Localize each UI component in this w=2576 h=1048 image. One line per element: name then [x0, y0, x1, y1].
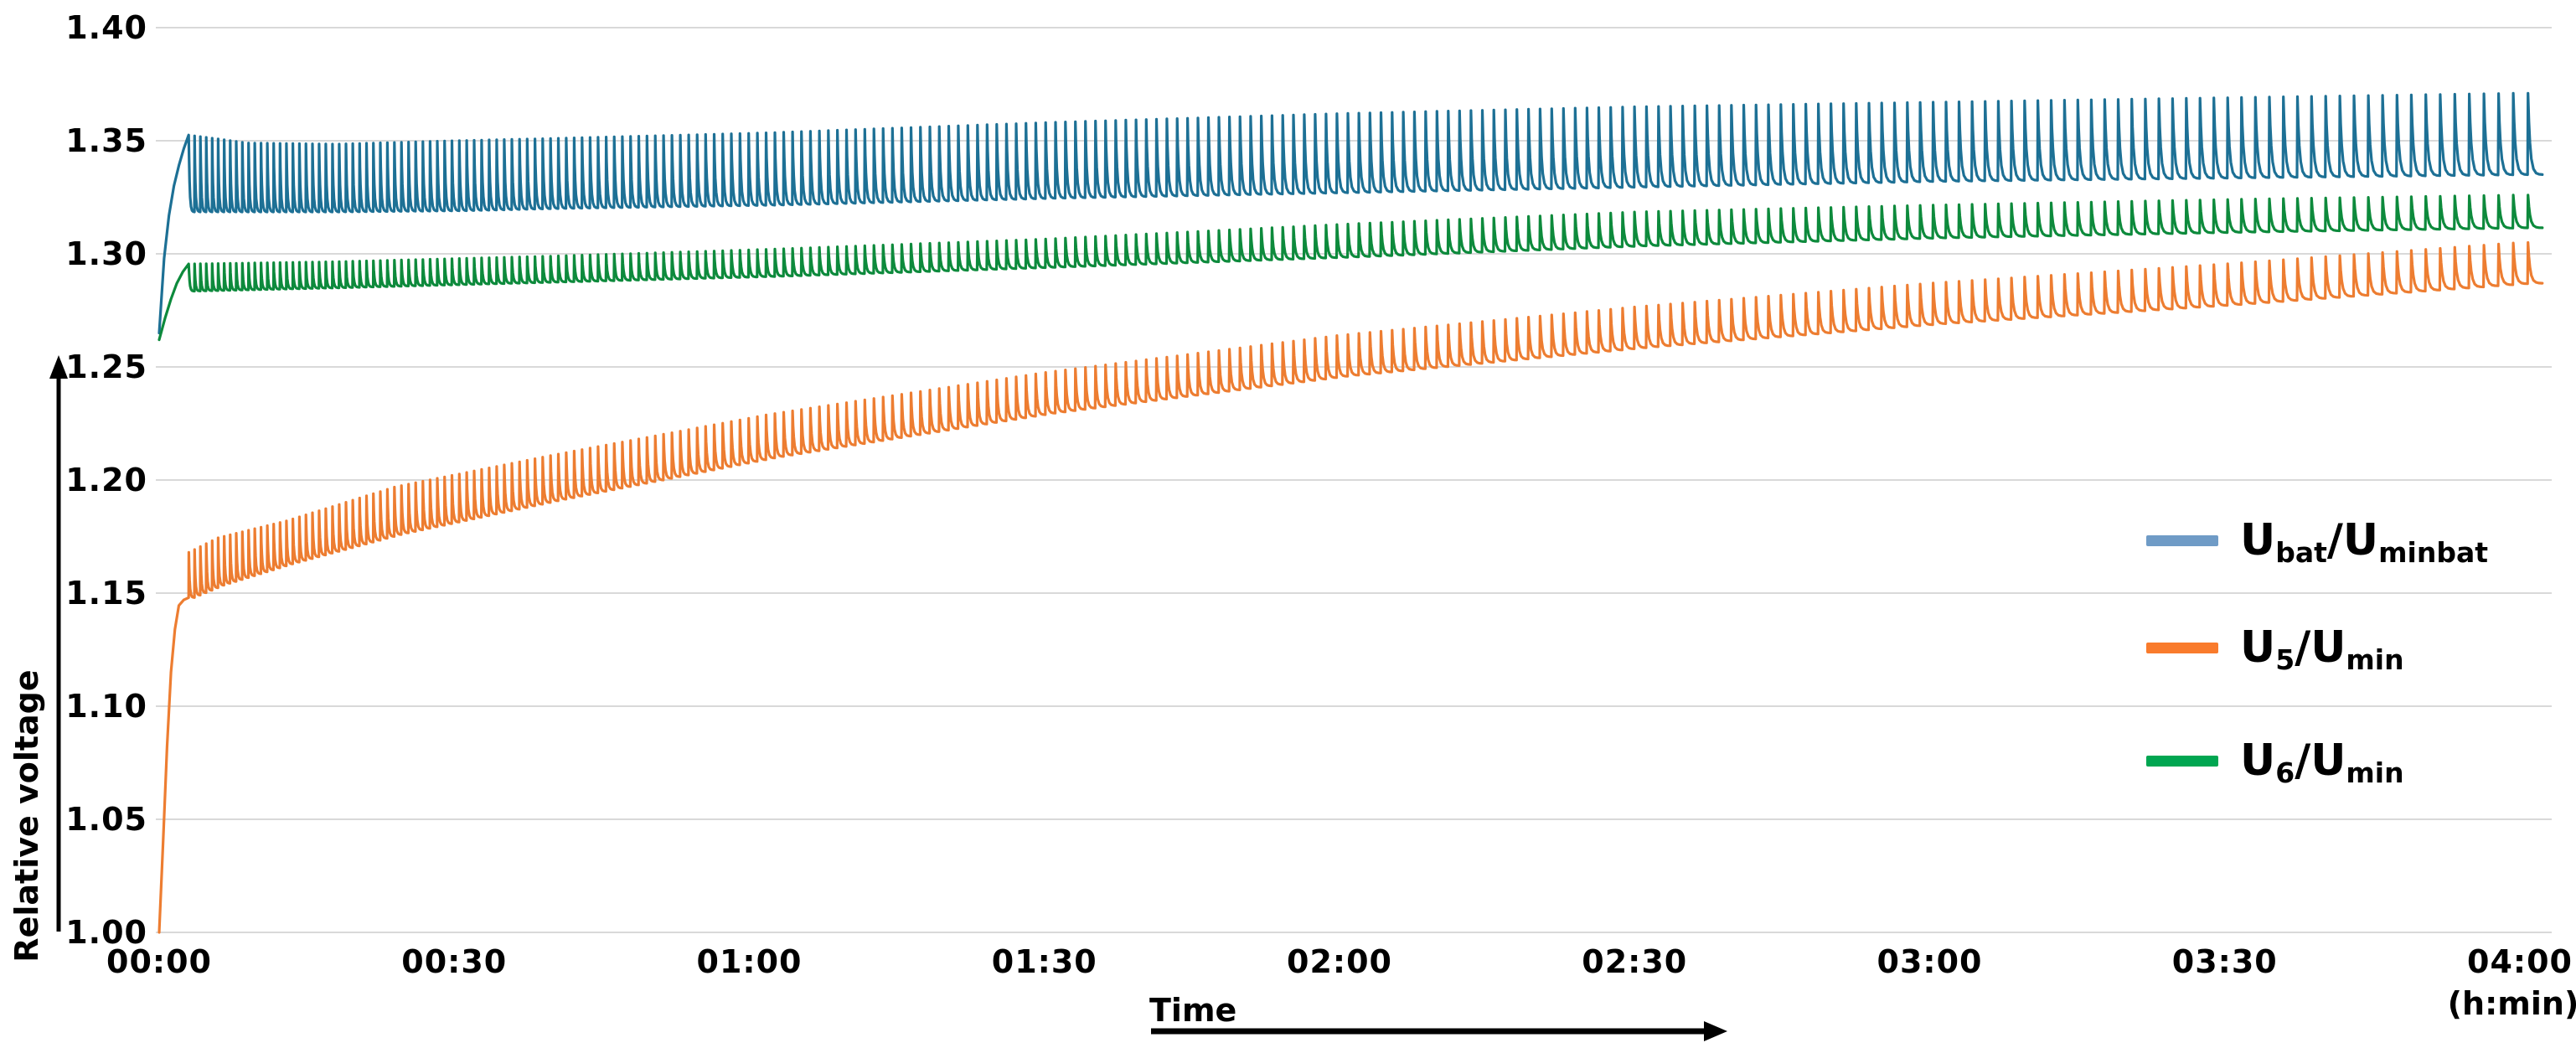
legend-label-main: U — [2240, 622, 2276, 673]
y-tick-label-1.05: 1.05 — [65, 801, 147, 838]
legend-label-subscript: minbat — [2378, 536, 2488, 569]
x-tick-label-02-30: 02:30 — [1582, 943, 1688, 980]
legend-label-main: /U — [2295, 622, 2346, 673]
legend-label: Ubat/Uminbat — [2240, 519, 2488, 566]
y-tick-label-1.40: 1.40 — [65, 9, 147, 46]
y-tick-label-1.00: 1.00 — [65, 914, 147, 951]
legend-label-subscript: 5 — [2275, 643, 2295, 676]
series-line-u6-umin — [157, 194, 2544, 342]
legend-label-main: /U — [2326, 515, 2379, 565]
x-tick-label-01-00: 01:00 — [696, 943, 803, 980]
y-axis-arrow-head-icon — [49, 355, 68, 379]
y-tick-label-1.20: 1.20 — [65, 462, 147, 498]
x-tick-label-00-30: 00:30 — [401, 943, 508, 980]
legend-row-u5-umin: U5/Umin — [2146, 621, 2404, 674]
x-tick-label-03-00: 03:00 — [1877, 943, 1983, 980]
y-tick-label-1.35: 1.35 — [65, 122, 147, 159]
legend-row-ubat-uminbat: Ubat/Uminbat — [2146, 514, 2488, 567]
x-tick-label-01-30: 01:30 — [991, 943, 1097, 980]
legend-label-main: U — [2240, 736, 2276, 786]
series-line-u5-umin — [157, 240, 2544, 934]
series-line-ubat-uminbat — [157, 91, 2544, 335]
legend-swatch-icon — [2146, 534, 2218, 546]
y-tick-label-1.15: 1.15 — [65, 575, 147, 612]
legend-label-subscript: bat — [2275, 536, 2327, 569]
x-tick-label-02-00: 02:00 — [1287, 943, 1392, 980]
legend-label-subscript: min — [2346, 643, 2404, 676]
legend-swatch-icon — [2146, 642, 2218, 653]
y-tick-label-1.25: 1.25 — [65, 348, 147, 385]
legend-label-main: U — [2240, 515, 2276, 565]
x-tick-label-03-30: 03:30 — [2171, 943, 2278, 980]
x-tick-label-04-00: 04:00 — [2467, 943, 2573, 980]
x-axis-title: Time — [1149, 992, 1237, 1029]
time-arrow-head-icon — [1704, 1021, 1727, 1041]
y-tick-label-1.30: 1.30 — [65, 235, 147, 272]
y-tick-label-1.10: 1.10 — [65, 688, 147, 725]
y-axis-title: Relative voltage — [8, 669, 45, 963]
legend-row-u6-umin: U6/Umin — [2146, 734, 2404, 787]
legend-label: U5/Umin — [2240, 626, 2404, 674]
x-axis-unit-label: (h:min) — [2447, 985, 2576, 1022]
legend-label-main: /U — [2295, 736, 2346, 786]
x-tick-label-00-00: 00:00 — [106, 943, 212, 980]
legend-label-subscript: 6 — [2275, 756, 2295, 789]
legend-label-subscript: min — [2346, 756, 2404, 789]
legend-swatch-icon — [2146, 755, 2218, 767]
legend-label: U6/Umin — [2240, 739, 2404, 787]
